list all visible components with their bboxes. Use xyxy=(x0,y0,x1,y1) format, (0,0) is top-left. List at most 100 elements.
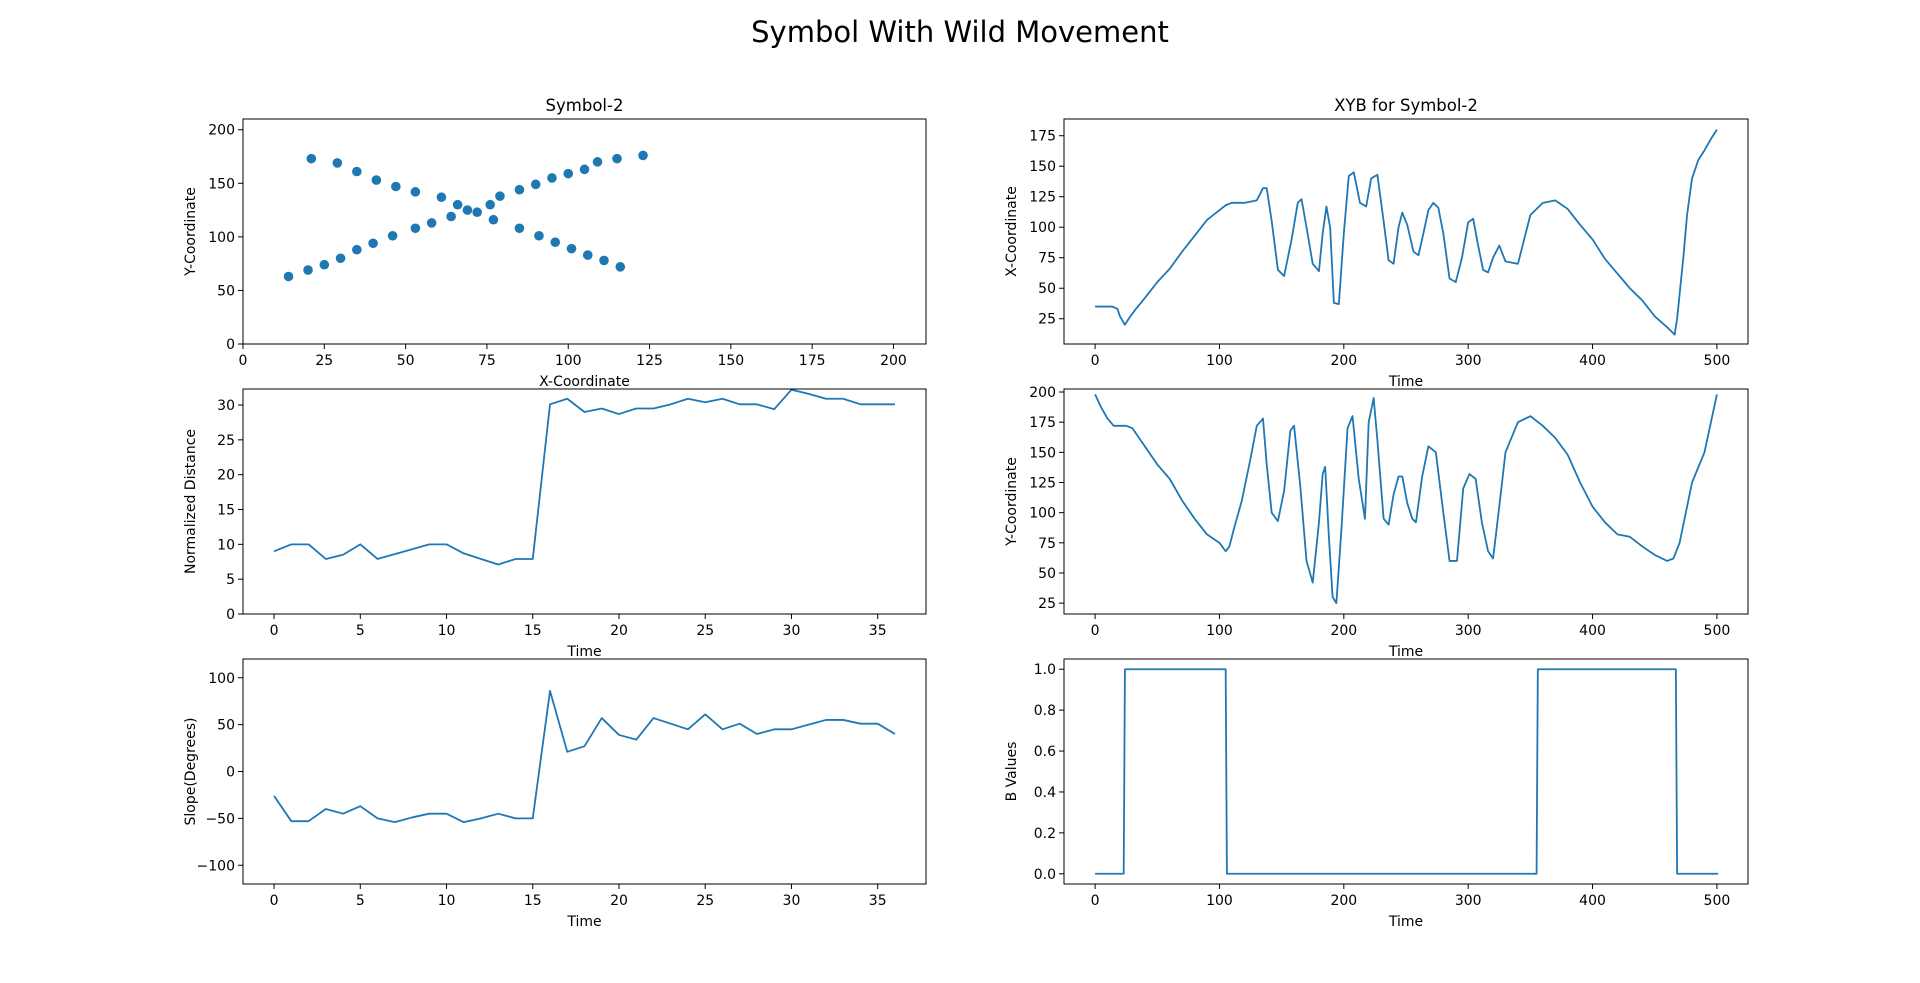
x-tick-label: 25 xyxy=(696,623,714,639)
scatter-point xyxy=(452,199,463,210)
scatter-point xyxy=(283,271,294,282)
scatter-point xyxy=(534,230,544,241)
x-tick-label: 0 xyxy=(1091,893,1100,909)
y-axis-label: Y-Coordinate xyxy=(183,187,199,277)
y-tick-label: 50 xyxy=(1038,281,1056,297)
y-tick-label: 75 xyxy=(1038,251,1056,267)
y-tick-label: 1.0 xyxy=(1034,662,1056,678)
x-tick-label: 50 xyxy=(397,353,415,369)
scatter-point xyxy=(335,253,346,264)
scatter-point xyxy=(306,153,317,164)
x-tick-label: 175 xyxy=(799,353,826,369)
x-tick-label: 100 xyxy=(555,353,582,369)
series-line xyxy=(273,389,895,566)
subplot-title: XYB for Symbol-2 xyxy=(1334,96,1478,115)
y-tick-label: 0.6 xyxy=(1034,744,1056,760)
y-tick-label: 175 xyxy=(1029,129,1056,145)
x-tick-label: 150 xyxy=(717,353,744,369)
y-tick-label: 100 xyxy=(1029,220,1056,236)
x-tick-label: 10 xyxy=(438,893,456,909)
x-tick-label: 400 xyxy=(1579,353,1606,369)
y-tick-label: 150 xyxy=(1029,445,1056,461)
x-tick-label: 300 xyxy=(1455,623,1482,639)
x-tick-label: 400 xyxy=(1579,623,1606,639)
x-tick-label: 10 xyxy=(438,623,456,639)
plot-area xyxy=(283,150,648,282)
plot-area xyxy=(273,689,896,824)
subplot-b-values: 0 100 200 300 400 500 0.0 0.2 0.4 0.6 0.8 1.0 Time B … xyxy=(1004,658,1749,930)
scatter-point xyxy=(550,237,561,248)
scatter-point xyxy=(387,230,398,241)
scatter-point xyxy=(446,211,456,222)
y-tick-label: 25 xyxy=(1038,312,1056,328)
scatter-point xyxy=(599,255,609,266)
scatter-point xyxy=(563,168,574,179)
y-axis-label: X-Coordinate xyxy=(1004,186,1020,277)
x-tick-label: 100 xyxy=(1206,893,1233,909)
scatter-point xyxy=(566,243,577,254)
y-tick-label: 0 xyxy=(226,765,235,781)
x-axis-label: X-Coordinate xyxy=(539,374,630,390)
x-tick-label: 30 xyxy=(783,623,801,639)
axes-frame xyxy=(1063,388,1749,615)
scatter-point xyxy=(462,205,473,215)
y-axis-label: Slope(Degrees) xyxy=(183,717,199,825)
x-tick-label: 200 xyxy=(880,353,907,369)
scatter-point xyxy=(530,179,541,190)
scatter-point xyxy=(319,259,330,270)
scatter-point xyxy=(426,218,437,228)
x-tick-label: 35 xyxy=(869,893,887,909)
x-tick-label: 15 xyxy=(524,893,542,909)
scatter-point xyxy=(615,262,626,272)
x-tick-label: 20 xyxy=(610,623,628,639)
y-tick-label: 75 xyxy=(1038,536,1056,552)
y-tick-label: −50 xyxy=(205,811,235,827)
y-tick-label: 50 xyxy=(217,283,235,299)
y-tick-label: 5 xyxy=(226,572,235,588)
scatter-point xyxy=(303,265,313,275)
x-tick-label: 30 xyxy=(783,893,801,909)
x-tick-label: 300 xyxy=(1455,893,1482,909)
y-tick-label: 50 xyxy=(217,718,235,734)
x-tick-label: 200 xyxy=(1330,353,1357,369)
y-axis-label: Normalized Distance xyxy=(183,429,199,574)
y-tick-label: 0.8 xyxy=(1034,703,1056,719)
x-tick-label: 400 xyxy=(1579,893,1606,909)
x-tick-label: 0 xyxy=(1091,623,1100,639)
y-tick-label: 100 xyxy=(208,230,235,246)
x-axis-label: Time xyxy=(1388,374,1423,390)
plot-area xyxy=(1095,129,1718,336)
x-tick-label: 15 xyxy=(524,623,542,639)
scatter-point xyxy=(472,207,482,218)
scatter-point xyxy=(579,164,590,175)
y-tick-label: 0.0 xyxy=(1034,867,1056,883)
x-tick-label: 35 xyxy=(869,623,887,639)
scatter-point xyxy=(368,238,378,249)
x-tick-label: 500 xyxy=(1704,893,1731,909)
axes-frame xyxy=(242,118,927,345)
x-tick-label: 5 xyxy=(356,893,365,909)
x-tick-label: 500 xyxy=(1704,623,1731,639)
y-tick-label: 150 xyxy=(1029,159,1056,175)
scatter-point xyxy=(352,244,362,255)
subplot-x-coordinate: 0 100 200 300 400 500 25 50 75 100 125 150 175 XYB fo… xyxy=(1004,96,1749,390)
y-tick-label: 15 xyxy=(217,503,235,519)
subplot-title: Symbol-2 xyxy=(546,96,624,115)
figure-title: Symbol With Wild Movement xyxy=(751,15,1169,49)
scatter-point xyxy=(495,191,505,201)
scatter-point xyxy=(391,181,401,192)
x-tick-label: 200 xyxy=(1330,623,1357,639)
x-tick-label: 0 xyxy=(270,623,279,639)
x-tick-label: 75 xyxy=(478,353,496,369)
axes-frame xyxy=(242,388,927,615)
x-tick-label: 20 xyxy=(610,893,628,909)
subplot-normalized-distance: 0 5 10 15 20 25 30 35 0 5 10 15 20 25 30 Time Normalized… xyxy=(183,388,927,660)
y-tick-label: 200 xyxy=(1029,385,1056,401)
x-tick-label: 100 xyxy=(1206,353,1233,369)
scatter-point xyxy=(514,223,525,234)
y-axis-label: B Values xyxy=(1004,742,1020,802)
x-tick-label: 5 xyxy=(356,623,365,639)
subplot-slope-degrees: 0 5 10 15 20 25 30 35 −100 −50 0 50 100 Time Slope(Deg… xyxy=(183,658,927,930)
y-axis-label: Y-Coordinate xyxy=(1004,457,1020,547)
scatter-point xyxy=(547,173,557,183)
